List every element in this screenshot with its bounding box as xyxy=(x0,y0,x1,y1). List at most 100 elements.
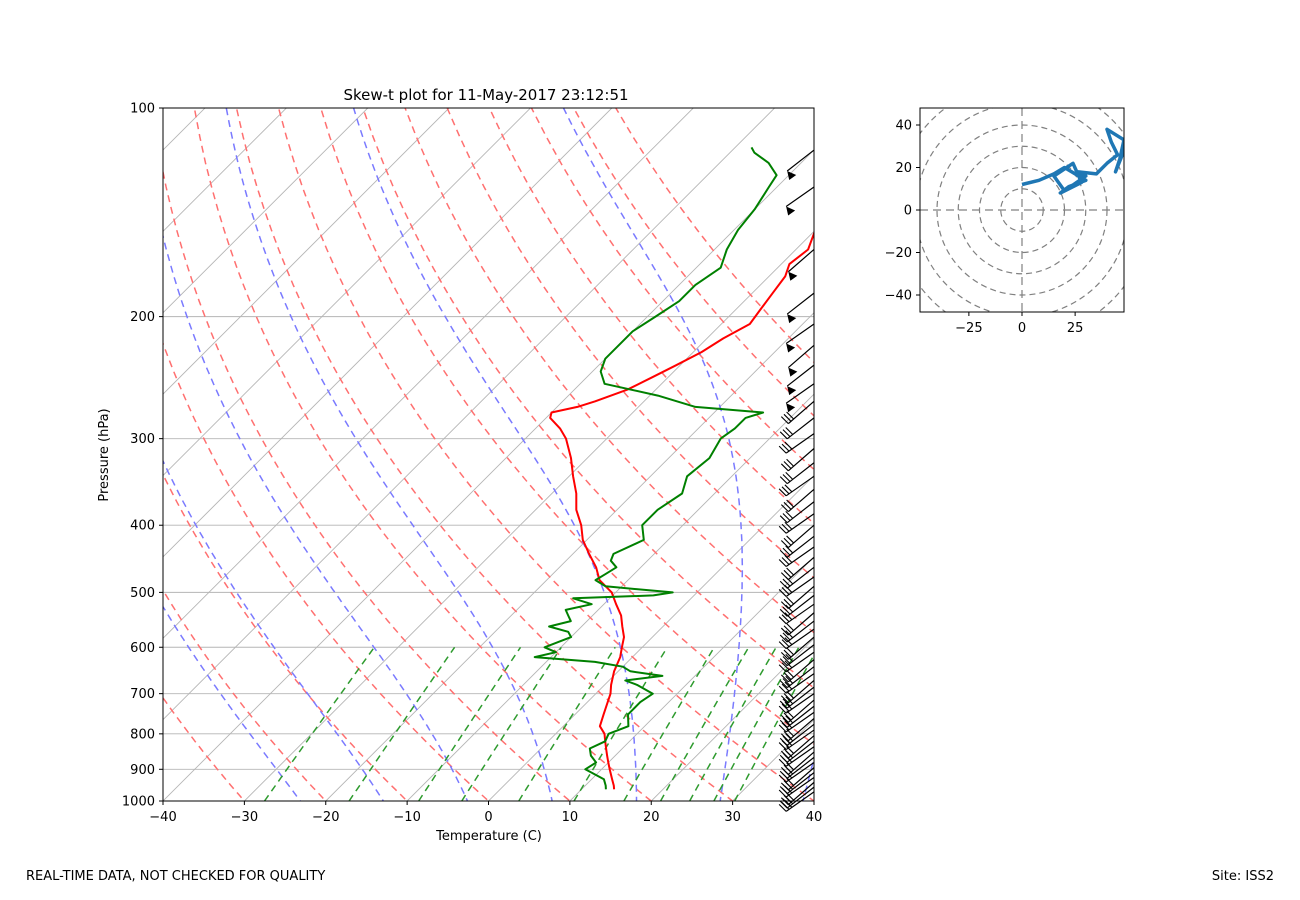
barb-staff xyxy=(786,149,815,172)
barb-staff xyxy=(785,651,815,673)
dry-adiabat xyxy=(163,472,409,801)
x-tick-label: −20 xyxy=(312,810,339,825)
hodograph-x-tick-label: 0 xyxy=(1018,321,1026,336)
mixing-ratio-line xyxy=(734,653,814,801)
wind-barb xyxy=(778,513,815,534)
barb-feather xyxy=(786,567,795,576)
barb-feather xyxy=(786,647,795,656)
barb-feather xyxy=(781,614,790,623)
barb-staff xyxy=(786,644,815,667)
wind-barb xyxy=(778,693,815,714)
barb-staff xyxy=(785,603,815,625)
barb-staff xyxy=(785,576,815,597)
barb-feather xyxy=(783,501,792,510)
barb-staff xyxy=(785,383,815,404)
barb-feather xyxy=(778,589,787,597)
barb-feather xyxy=(779,754,788,763)
y-tick-label: 200 xyxy=(130,310,155,325)
barb-feather xyxy=(780,695,789,704)
mixing-ratio-line xyxy=(461,646,562,801)
barb-feather xyxy=(783,748,792,757)
barb-feather xyxy=(780,572,789,581)
dry-adiabat xyxy=(163,696,246,801)
isotherm-line xyxy=(163,108,532,477)
skewt-xlabel: Temperature (C) xyxy=(435,829,542,844)
barb-feather xyxy=(779,786,788,794)
barb-feather xyxy=(784,484,793,493)
barb-staff xyxy=(787,699,815,723)
y-tick-label: 100 xyxy=(130,102,155,117)
site-label: Site: ISS2 xyxy=(1211,869,1274,884)
barb-feather xyxy=(778,685,787,694)
wind-barb xyxy=(786,364,815,396)
barb-feather xyxy=(779,515,788,524)
barb-feather xyxy=(786,762,795,771)
wind-barb xyxy=(787,249,815,281)
barb-flag xyxy=(786,403,796,413)
hodograph-ring xyxy=(920,108,1124,312)
y-tick-label: 600 xyxy=(130,641,155,656)
barb-feather xyxy=(785,427,794,435)
dry-adiabat xyxy=(163,168,572,801)
barb-feather xyxy=(778,705,787,714)
barb-feather xyxy=(780,750,789,759)
barb-feather xyxy=(783,625,792,634)
barb-feather xyxy=(783,569,792,578)
barb-feather xyxy=(780,797,789,806)
barb-feather xyxy=(778,488,787,497)
barb-staff xyxy=(786,620,815,643)
barb-feather xyxy=(781,486,790,495)
barb-staff xyxy=(785,513,815,534)
isotherm-line xyxy=(569,556,814,801)
barb-staff xyxy=(787,636,815,660)
barb-feather xyxy=(784,720,793,729)
hodograph-x-tick-label: 25 xyxy=(1067,321,1084,336)
barb-staff xyxy=(787,680,815,704)
wind-barb xyxy=(778,433,815,454)
skewt-axes: −40 −30 −20 −10 0 10 20 30 40 1000 900 800 700 600 500… xyxy=(122,102,822,826)
hodograph-x-tick-label: −25 xyxy=(955,321,982,336)
dry-adiabat xyxy=(235,108,734,801)
barb-flag xyxy=(787,170,797,180)
y-tick-label: 400 xyxy=(130,519,155,534)
barb-feather xyxy=(786,669,795,678)
mixing-ratio-line xyxy=(623,646,715,801)
barb-feather xyxy=(782,474,791,482)
barb-feather xyxy=(786,458,795,467)
barb-feather xyxy=(778,758,787,767)
barb-staff xyxy=(787,659,815,683)
barb-feather xyxy=(782,656,791,664)
barb-staff xyxy=(786,740,815,763)
isotherm-line xyxy=(163,108,613,558)
barb-feather xyxy=(781,557,790,565)
x-tick-label: −30 xyxy=(231,810,258,825)
wind-barb xyxy=(779,666,815,689)
barb-feather xyxy=(778,559,787,567)
barb-feather xyxy=(782,429,791,438)
barb-feather xyxy=(781,639,790,648)
hodograph-y-tick-label: 20 xyxy=(895,161,912,176)
wind-barb xyxy=(786,149,815,180)
barb-feather xyxy=(780,504,789,513)
y-tick-label: 700 xyxy=(130,687,155,702)
x-tick-label: −10 xyxy=(393,810,420,825)
y-tick-label: 500 xyxy=(130,586,155,601)
hodograph-axes: −25 0 25 −40 −20 0 20 40 xyxy=(885,119,1084,337)
isotherm-line xyxy=(163,108,694,639)
isotherm-line xyxy=(0,76,74,815)
barb-staff xyxy=(786,772,815,795)
wind-barb xyxy=(785,186,815,216)
wind-barb xyxy=(779,686,815,709)
barb-feather xyxy=(783,764,792,773)
skewt-frame xyxy=(162,107,815,802)
wind-barb xyxy=(780,448,815,472)
wind-barb xyxy=(779,535,815,558)
barb-feather xyxy=(780,601,789,610)
barb-staff xyxy=(785,693,815,714)
barb-feather xyxy=(782,717,791,726)
wind-barb xyxy=(787,344,815,377)
barb-feather xyxy=(781,683,790,692)
barb-feather xyxy=(778,742,787,750)
barb-feather xyxy=(779,680,788,689)
barb-flag xyxy=(787,314,797,324)
